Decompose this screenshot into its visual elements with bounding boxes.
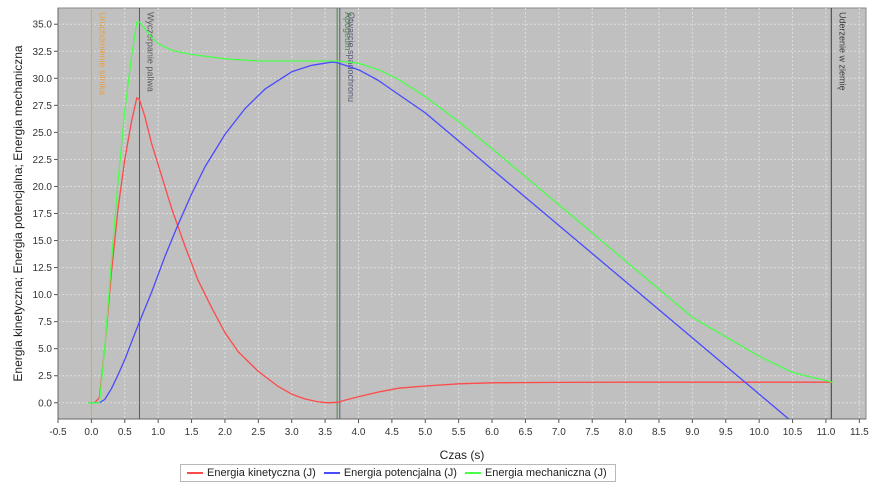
y-tick-label: 5.0 [38,344,52,355]
x-tick-label: 2.5 [251,427,265,438]
x-axis-title: Czas (s) [440,448,485,462]
x-tick-label: 7.5 [585,427,599,438]
x-tick-label: 11.5 [850,427,869,438]
x-tick-label: 10.0 [749,427,769,438]
series-lines [88,21,833,419]
x-tick-label: 4.5 [385,427,399,438]
event-label: Apogeum [343,12,353,51]
y-tick-label: 20.0 [33,182,53,193]
legend-label: Energia potencjalna (J) [343,467,457,479]
x-tick-label: 10.5 [783,427,803,438]
x-tick-label: 11.0 [817,427,836,438]
x-tick-label: 6.5 [518,427,532,438]
y-tick-label: 17.5 [33,209,53,220]
y-tick-label: 30.0 [33,74,53,85]
y-tick-label: 25.0 [33,128,53,139]
legend-swatch [187,472,203,474]
x-tick-label: 4.0 [352,427,366,438]
x-tick-label: 3.5 [318,427,332,438]
x-tick-label: 5.5 [452,427,466,438]
legend-item: Energia kinetyczna (J) [187,467,316,479]
y-tick-label: 10.0 [33,290,53,301]
x-tick-label: 1.0 [151,427,165,438]
x-tick-label: 7.0 [552,427,566,438]
x-tick-label: 0.5 [118,427,132,438]
legend-label: Energia mechaniczna (J) [484,467,607,479]
x-tick-label: 8.0 [619,427,633,438]
x-tick-label: 5.0 [418,427,432,438]
legend-swatch [464,472,481,474]
y-tick-label: 22.5 [33,155,53,166]
event-label: Uderzenie w ziemię [837,12,847,91]
x-tick-label: 6.0 [485,427,499,438]
series-line-2 [88,61,790,419]
x-tick-label: 1.5 [185,427,199,438]
x-tick-label: 8.5 [652,427,666,438]
y-axis-title: Energia kinetyczna; Energia potencjalna;… [11,45,25,382]
event-label: Wyczerpanie paliwa [145,12,155,92]
y-tick-label: 27.5 [33,101,53,112]
event-label: Otwarcie spadochronu [346,12,356,102]
x-tick-label: 0.0 [84,427,98,438]
y-tick-label: 12.5 [33,263,53,274]
event-label: Uruchomienie silnika [97,12,107,95]
legend-label: Energia kinetyczna (J) [207,467,316,479]
y-tick-label: 35.0 [33,20,53,31]
legend-item: Energia potencjalna (J) [323,467,457,479]
x-tick-label: 9.5 [719,427,733,438]
y-tick-label: 32.5 [33,47,53,58]
y-tick-label: 7.5 [38,317,52,328]
x-tick-label: 9.0 [685,427,699,438]
y-tick-label: 0.0 [38,398,52,409]
y-tick-label: 15.0 [33,236,53,247]
legend-swatch [323,472,340,474]
series-line-1 [88,97,833,404]
x-tick-label: 3.0 [285,427,299,438]
legend-item: Energia mechaniczna (J) [464,467,607,479]
legend: Energia kinetyczna (J) Energia potencjaln… [180,464,616,482]
x-tick-label: -0.5 [49,427,67,438]
x-tick-label: 2.0 [218,427,232,438]
event-markers: Uruchomienie silnika Wyczerpanie paliwa Ap… [90,8,847,419]
y-tick-label: 2.5 [38,371,52,382]
axes: -0.5 0.0 0.5 1.0 1.5 2.0 2.5 3.0 3.5 4.0 4.5 5.0 5.5… [33,8,869,438]
series-line-3 [88,21,833,404]
